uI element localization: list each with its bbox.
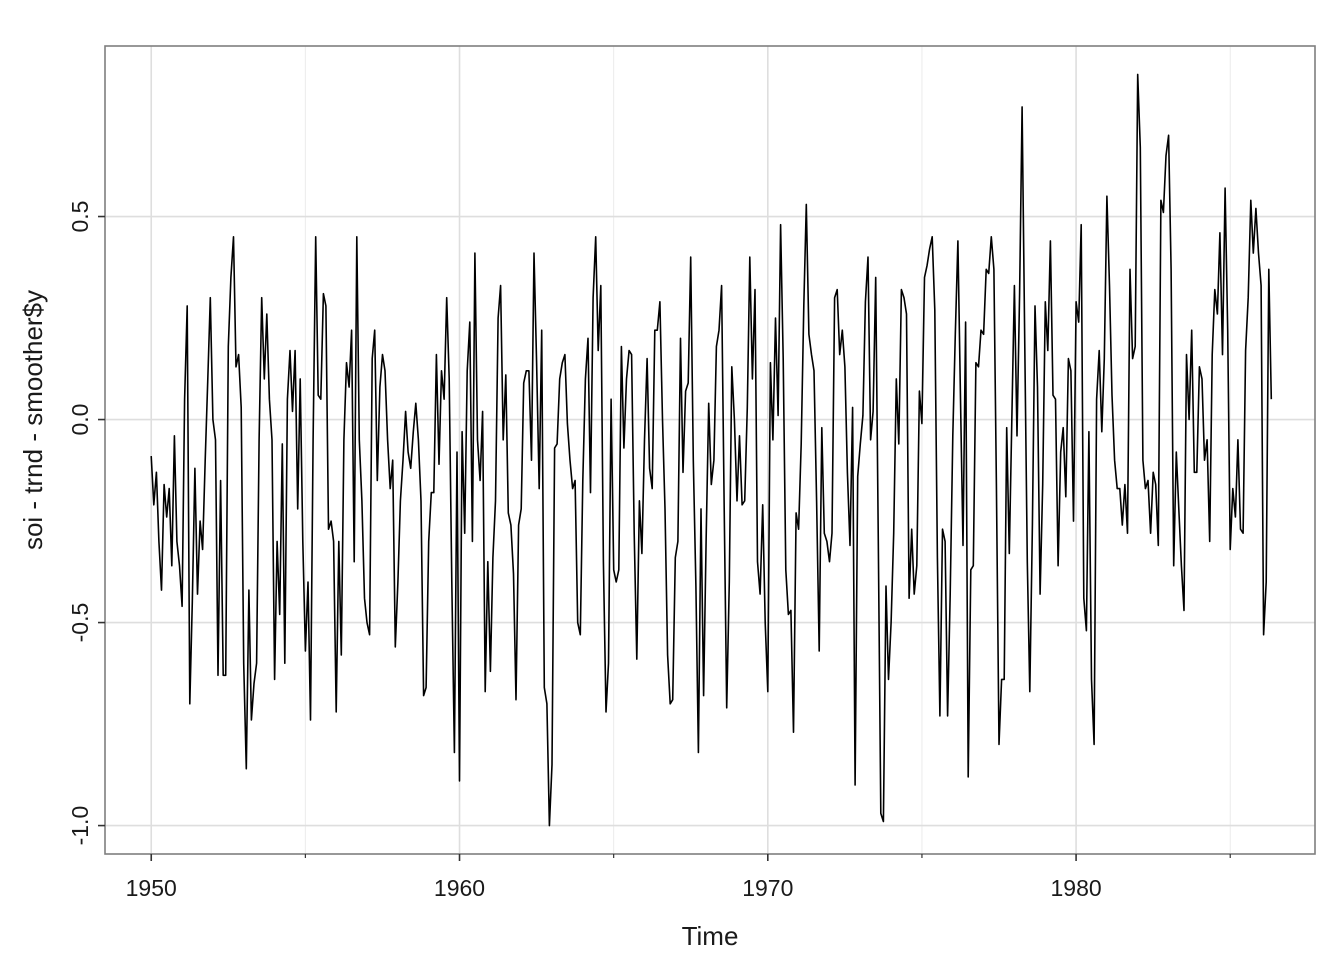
grid-minor	[304, 46, 1231, 854]
x-tick-label: 1970	[742, 875, 793, 901]
y-axis-label: soi - trnd - smoother$y	[18, 290, 48, 550]
x-axis-ticks: 1950 1960 1970 1980	[126, 854, 1231, 901]
y-tick-label: -1.0	[67, 806, 93, 846]
x-tick-label: 1960	[434, 875, 485, 901]
x-axis-label: Time	[682, 921, 739, 951]
y-tick-label: -0.5	[67, 603, 93, 643]
y-tick-label: 0.0	[67, 404, 93, 436]
y-axis-ticks: -1.0 -0.5 0.0 0.5	[67, 201, 105, 846]
y-tick-label: 0.5	[67, 201, 93, 233]
plot-border	[104, 45, 1316, 855]
x-tick-label: 1950	[126, 875, 177, 901]
x-tick-label: 1980	[1050, 875, 1101, 901]
series-line	[150, 73, 1273, 827]
